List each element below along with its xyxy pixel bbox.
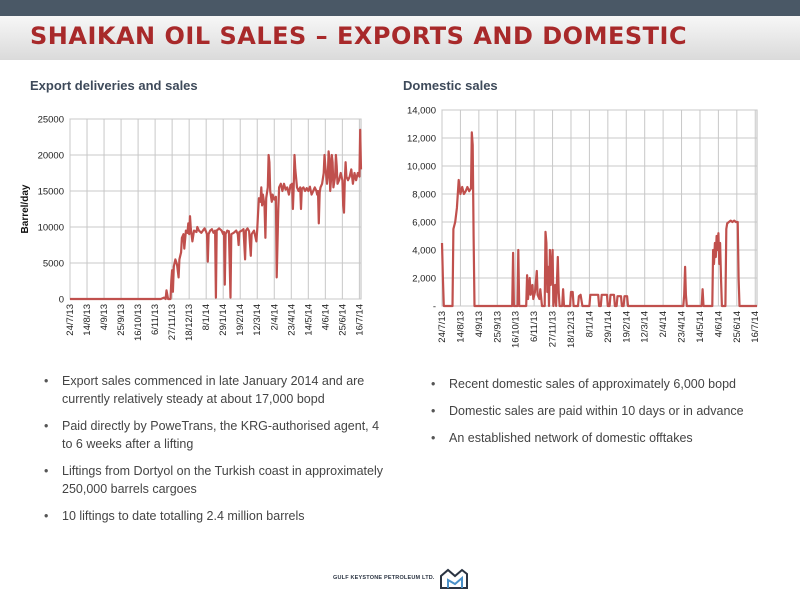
- domestic-x-tick-label: 8/1/14: [584, 311, 595, 337]
- domestic-x-tick-label: 18/12/13: [566, 311, 577, 348]
- export-y-tick-label: 5000: [43, 259, 64, 270]
- export-x-tick-label: 25/6/14: [337, 304, 348, 336]
- domestic-x-tick-label: 29/1/14: [603, 311, 614, 343]
- export-bullet: 10 liftings to date totalling 2.4 millio…: [44, 507, 384, 525]
- export-x-tick-label: 12/3/14: [252, 304, 263, 336]
- export-bullet: Liftings from Dortyol on the Turkish coa…: [44, 462, 384, 498]
- domestic-x-tick-label: 16/7/14: [750, 311, 761, 343]
- export-x-tick-label: 18/12/13: [184, 304, 195, 341]
- export-y-tick-label: 0: [59, 295, 64, 306]
- domestic-bullet-list: Recent domestic sales of approximately 6…: [431, 375, 771, 456]
- domestic-y-tick-label: 12,000: [407, 134, 436, 145]
- domestic-x-tick-label: 27/11/13: [548, 311, 559, 347]
- domestic-x-tick-label: 25/9/13: [492, 311, 503, 343]
- export-x-tick-label: 19/2/14: [235, 304, 246, 336]
- domestic-x-tick-label: 4/6/14: [713, 311, 724, 337]
- keystone-logo-icon: [440, 568, 468, 589]
- logo-text: GULF KEYSTONE PETROLEUM LTD.: [333, 575, 435, 581]
- header-bar: [0, 0, 800, 16]
- domestic-y-tick-label: 4,000: [412, 246, 436, 257]
- domestic-plot-area: [441, 109, 758, 307]
- domestic-y-tick-label: 10,000: [407, 162, 436, 173]
- domestic-series-line: [440, 131, 757, 308]
- export-x-tick-label: 27/11/13: [167, 304, 178, 340]
- domestic-section-title: Domestic sales: [403, 78, 498, 93]
- domestic-x-tick-label: 24/7/13: [437, 311, 448, 343]
- export-bullet-list: Export sales commenced in late January 2…: [44, 372, 384, 534]
- company-logo: GULF KEYSTONE PETROLEUM LTD.: [333, 566, 483, 590]
- domestic-x-tick-label: 25/6/14: [732, 311, 743, 343]
- domestic-x-tick-label: 16/10/13: [511, 311, 522, 348]
- domestic-y-tick-label: 2,000: [412, 274, 436, 285]
- export-x-tick-label: 25/9/13: [116, 304, 127, 336]
- export-x-tick-label: 2/4/14: [269, 304, 280, 330]
- export-x-tick-label: 16/10/13: [133, 304, 144, 341]
- domestic-bullet: Recent domestic sales of approximately 6…: [431, 375, 771, 393]
- domestic-y-tick-label: -: [433, 302, 436, 313]
- domestic-x-tick-label: 6/11/13: [529, 311, 540, 342]
- export-bullet: Export sales commenced in late January 2…: [44, 372, 384, 408]
- domestic-x-tick-label: 2/4/14: [658, 311, 669, 337]
- export-x-tick-label: 8/1/14: [201, 304, 212, 330]
- domestic-y-tick-label: 6,000: [412, 218, 436, 229]
- domestic-x-tick-label: 14/5/14: [695, 311, 706, 343]
- domestic-y-tick-label: 14,000: [407, 106, 436, 117]
- export-x-tick-label: 29/1/14: [218, 304, 229, 336]
- export-x-tick-label: 23/4/14: [286, 304, 297, 336]
- export-x-tick-label: 14/5/14: [303, 304, 314, 336]
- export-y-tick-label: 15000: [38, 187, 64, 198]
- export-x-tick-label: 4/6/14: [320, 304, 331, 330]
- domestic-x-tick-label: 19/2/14: [621, 311, 632, 343]
- export-x-tick-label: 4/9/13: [99, 304, 110, 330]
- domestic-x-tick-label: 14/8/13: [455, 311, 466, 343]
- export-series-line: [70, 128, 363, 301]
- export-y-axis-label: Barrel/day: [20, 184, 31, 233]
- export-x-tick-label: 6/11/13: [150, 304, 161, 335]
- export-y-tick-label: 20000: [38, 151, 64, 162]
- title-band: [0, 16, 800, 60]
- slide-title: Shaikan oil sales – exports and domestic: [30, 22, 688, 50]
- domestic-x-tick-label: 4/9/13: [474, 311, 485, 337]
- export-x-tick-label: 14/8/13: [82, 304, 93, 336]
- export-section-title: Export deliveries and sales: [30, 78, 198, 93]
- export-x-tick-label: 16/7/14: [354, 304, 365, 336]
- domestic-x-tick-label: 23/4/14: [677, 311, 688, 343]
- export-x-tick-label: 24/7/13: [65, 304, 76, 336]
- domestic-bullet: An established network of domestic offta…: [431, 429, 771, 447]
- export-y-tick-label: 25000: [38, 115, 64, 126]
- domestic-bullet: Domestic sales are paid within 10 days o…: [431, 402, 771, 420]
- domestic-x-tick-label: 12/3/14: [640, 311, 651, 343]
- domestic-y-tick-label: 8,000: [412, 190, 436, 201]
- export-bullet: Paid directly by PoweTrans, the KRG-auth…: [44, 417, 384, 453]
- export-y-tick-label: 10000: [38, 223, 64, 234]
